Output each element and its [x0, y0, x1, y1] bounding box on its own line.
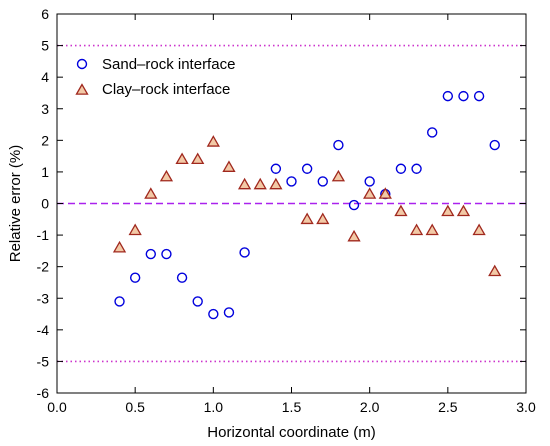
legend-item: Clay–rock interface	[75, 81, 230, 98]
data-point	[222, 160, 236, 172]
data-point	[317, 176, 328, 187]
data-point	[442, 90, 454, 102]
y-tick-label: -3	[37, 290, 50, 306]
data-point	[237, 177, 252, 190]
series-1	[114, 90, 500, 320]
data-point	[456, 204, 471, 217]
y-tick-label: 0	[41, 196, 49, 212]
x-tick-label: 3.0	[516, 399, 536, 415]
data-point	[161, 248, 172, 260]
data-point	[128, 223, 142, 236]
series-2	[112, 135, 502, 277]
x-tick-label: 2.5	[438, 399, 458, 415]
y-tick-label: -4	[37, 322, 50, 338]
data-point	[159, 169, 174, 182]
data-point	[427, 127, 438, 138]
data-point	[239, 247, 250, 258]
data-point	[394, 204, 408, 217]
legend: Sand–rock interface Clay–rock interface	[75, 56, 235, 98]
data-point	[206, 135, 220, 147]
x-tick-label: 0.5	[125, 399, 145, 415]
data-point	[301, 163, 313, 174]
data-point	[208, 308, 219, 320]
x-axis-label: Horizontal coordinate (m)	[207, 424, 375, 441]
data-point	[112, 240, 127, 253]
x-tick-label: 1.0	[204, 399, 224, 415]
data-point	[114, 296, 125, 307]
y-axis-label: Relative error (%)	[7, 145, 24, 263]
data-point	[316, 212, 330, 225]
y-axis: -6 -5 -4 -3 -2 -1 0 1 2 3 4 5 6	[37, 6, 526, 401]
y-tick-label: 4	[41, 69, 49, 85]
y-tick-label: 6	[41, 6, 49, 22]
data-point	[411, 163, 422, 174]
x-axis: 0.0 0.5 1.0 1.5 2.0 2.5 3.0	[47, 14, 536, 415]
data-point	[129, 272, 141, 283]
data-point	[347, 229, 361, 242]
data-point	[441, 204, 455, 217]
data-point	[348, 199, 360, 211]
data-point	[191, 152, 205, 165]
legend-label: Clay–rock interface	[102, 81, 230, 98]
data-point	[488, 264, 502, 277]
x-tick-label: 1.5	[282, 399, 302, 415]
data-point	[144, 187, 158, 199]
y-tick-label: -2	[37, 259, 50, 275]
reference-lines	[57, 44, 526, 363]
y-tick-label: -5	[37, 353, 50, 369]
legend-marker	[75, 83, 89, 95]
y-tick-label: 5	[41, 38, 49, 54]
data-point	[378, 187, 392, 199]
legend-label: Sand–rock interface	[102, 56, 235, 73]
data-point	[175, 152, 189, 165]
data-point	[253, 177, 267, 190]
data-point	[425, 223, 439, 236]
data-point	[270, 163, 282, 174]
x-tick-label: 0.0	[47, 399, 67, 415]
x-tick-label: 2.0	[360, 399, 380, 415]
legend-marker	[76, 58, 88, 70]
data-point	[331, 169, 346, 182]
y-tick-label: -6	[37, 385, 50, 401]
data-point	[409, 223, 424, 236]
data-point	[395, 163, 407, 174]
data-point	[472, 223, 486, 236]
data-point	[458, 90, 469, 102]
data-point	[176, 272, 188, 283]
legend-item: Sand–rock interface	[76, 56, 235, 73]
y-tick-label: -1	[37, 227, 50, 243]
data-point	[363, 187, 377, 199]
data-point	[286, 176, 297, 187]
y-tick-label: 1	[41, 164, 49, 180]
y-tick-label: 2	[41, 132, 49, 148]
data-point	[300, 212, 314, 225]
y-tick-label: 3	[41, 101, 49, 117]
data-point	[192, 296, 203, 307]
data-point	[489, 139, 500, 151]
data-point	[364, 176, 375, 187]
data-point	[145, 248, 157, 260]
data-point	[269, 177, 283, 190]
data-point	[473, 90, 485, 102]
series-layer	[112, 90, 502, 320]
data-point	[333, 139, 344, 151]
data-point	[223, 307, 235, 318]
